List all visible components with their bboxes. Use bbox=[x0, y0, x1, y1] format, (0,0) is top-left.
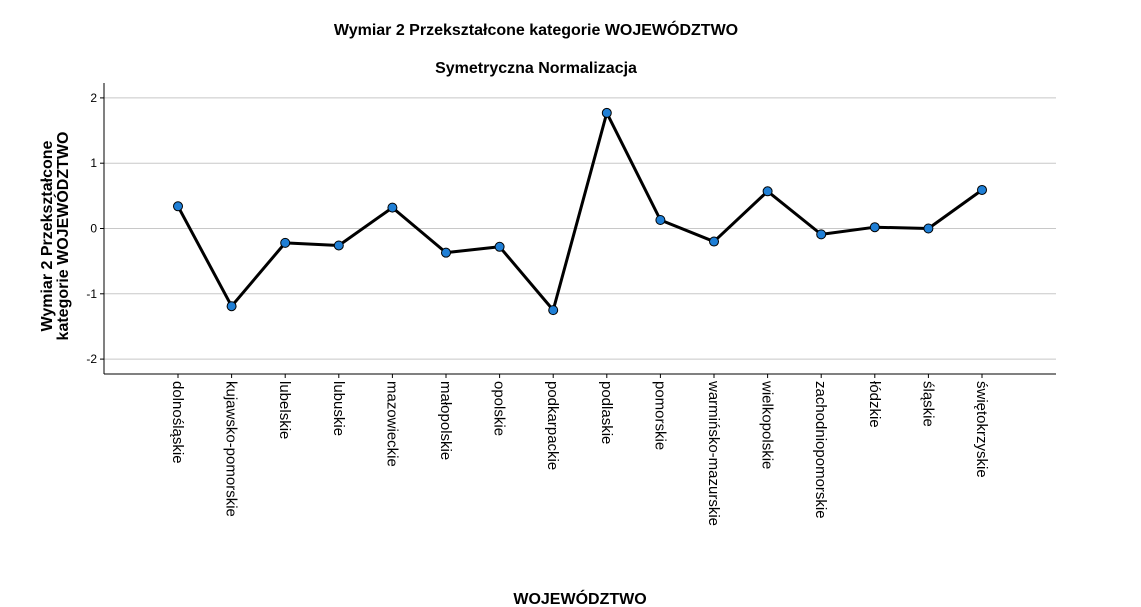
data-point bbox=[387, 202, 398, 213]
x-tick-label: śląskie bbox=[919, 381, 936, 427]
x-tick-label: zachodniopomorskie bbox=[812, 381, 829, 519]
y-axis-ticks: -2 -1 0 1 2 bbox=[86, 91, 104, 366]
y-tick-label: 0 bbox=[90, 222, 97, 236]
x-tick-label: małopolskie bbox=[437, 381, 454, 460]
data-point bbox=[548, 305, 559, 316]
data-point bbox=[977, 184, 987, 195]
x-tick-label: podkarpackie bbox=[544, 381, 561, 470]
x-tick-label: opolskie bbox=[491, 381, 508, 436]
x-axis-ticks: dolnośląskie kujawsko-pomorskie lubelskie l… bbox=[169, 374, 990, 526]
series-group bbox=[173, 107, 987, 316]
data-point bbox=[816, 229, 827, 240]
x-tick-label: lubelskie bbox=[276, 381, 293, 439]
y-tick-label: 2 bbox=[90, 91, 97, 105]
data-point bbox=[494, 241, 505, 252]
data-point bbox=[762, 186, 773, 197]
chart-title: Wymiar 2 Przekształcone kategorie WOJEWÓ… bbox=[334, 20, 738, 39]
gridlines bbox=[104, 97, 1056, 360]
x-tick-label: świętokrzyskie bbox=[973, 381, 990, 478]
x-tick-label: podlaskie bbox=[598, 381, 615, 444]
y-axis-title-line-1: Wymiar 2 Przekształcone bbox=[39, 140, 56, 331]
x-axis-title: WOJEWÓDZTWO bbox=[513, 589, 646, 607]
data-point bbox=[280, 237, 291, 248]
x-tick-label: mazowieckie bbox=[383, 381, 400, 467]
y-tick-label: -2 bbox=[86, 352, 97, 366]
x-tick-label: łódzkie bbox=[866, 381, 883, 428]
data-point bbox=[441, 247, 451, 258]
data-point bbox=[333, 240, 344, 251]
y-axis-title: Wymiar 2 Przekształcone kategorie WOJEWÓ… bbox=[39, 132, 72, 341]
y-tick-label: 1 bbox=[90, 156, 97, 170]
x-tick-label: pomorskie bbox=[651, 381, 668, 450]
data-point bbox=[601, 107, 612, 118]
series-line bbox=[176, 111, 983, 312]
data-point bbox=[923, 223, 934, 234]
chart-subtitle: Symetryczna Normalizacja bbox=[435, 60, 637, 77]
x-tick-label: wielkopolskie bbox=[759, 380, 776, 469]
data-point bbox=[173, 201, 183, 212]
data-point bbox=[655, 215, 666, 226]
x-tick-label: dolnośląskie bbox=[169, 381, 186, 464]
data-point bbox=[869, 222, 880, 233]
x-tick-label: lubuskie bbox=[330, 381, 347, 436]
x-tick-label: warmińsko-mazurskie bbox=[705, 380, 722, 526]
y-tick-label: -1 bbox=[86, 287, 97, 301]
y-axis-title-line-2: kategorie WOJEWÓDZTWO bbox=[53, 132, 72, 341]
x-tick-label: kujawsko-pomorskie bbox=[223, 381, 240, 517]
data-point bbox=[226, 301, 237, 312]
data-point bbox=[709, 236, 719, 247]
